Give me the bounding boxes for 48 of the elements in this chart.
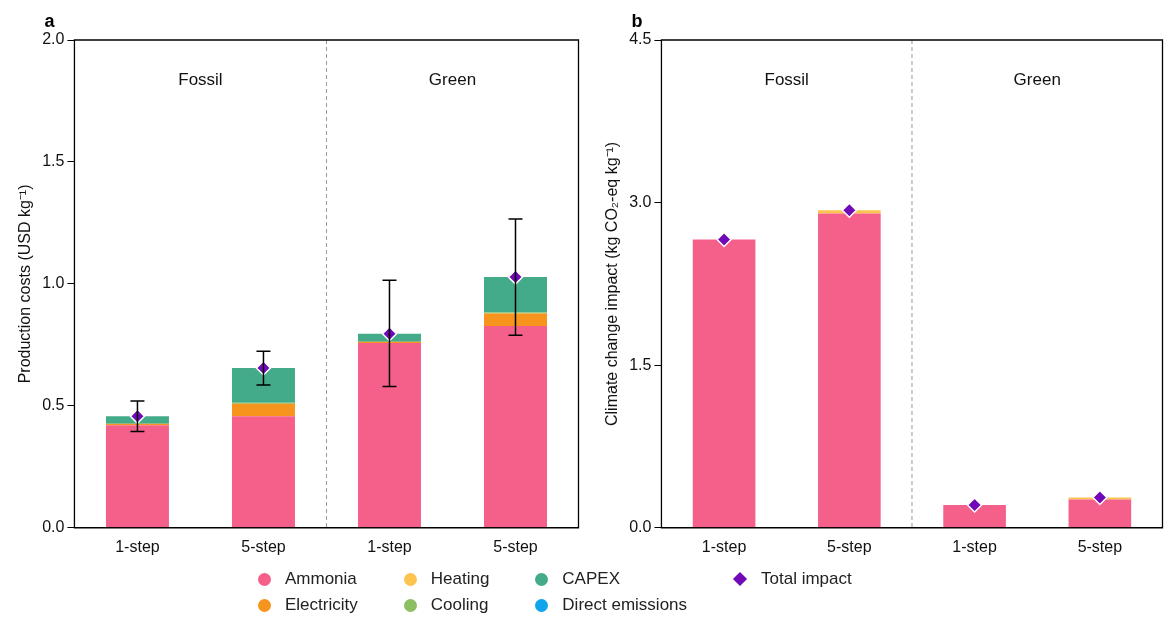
annotation: Fossil [764, 69, 809, 89]
annotation: Green [1013, 69, 1061, 89]
legend-label: Ammonia [285, 569, 357, 589]
bar [943, 505, 1006, 528]
y-axis-title: Climate change impact (kg CO₂-eq kg⁻¹) [603, 141, 621, 426]
bar [231, 416, 295, 528]
legend-label: Total impact [761, 569, 852, 589]
y-tick-label: 0.5 [42, 396, 65, 414]
point [966, 497, 983, 513]
y-axis-title: Production costs (USD kg⁻¹) [16, 184, 34, 384]
bar [105, 425, 169, 528]
chart-title: a [44, 10, 56, 31]
point [841, 202, 858, 218]
legend-label: Cooling [430, 595, 489, 615]
bar [1068, 499, 1132, 528]
bar [231, 403, 295, 417]
y-tick-label: 3.0 [629, 193, 652, 211]
y-tick-label: 1.5 [42, 152, 65, 170]
bar [483, 313, 547, 327]
legend-label: CAPEX [562, 569, 620, 589]
y-tick-label: 4.5 [629, 30, 652, 48]
y-tick-label: 1.5 [629, 355, 652, 373]
annotation: Fossil [178, 69, 223, 89]
bar [483, 326, 547, 528]
bar [357, 342, 421, 528]
y-tick-label: 0.0 [42, 518, 65, 536]
bar [231, 368, 295, 403]
bar [483, 277, 547, 313]
point [716, 231, 732, 248]
legend-label: Electricity [285, 595, 358, 615]
x-tick-label: 1-step [367, 537, 412, 555]
legend-label: Heating [430, 569, 490, 589]
x-tick-label: 5-step [241, 537, 286, 555]
annotation: Green [428, 69, 477, 89]
legend-label: Direct emissions [562, 595, 688, 615]
bar [692, 239, 756, 528]
y-tick-label: 2.0 [42, 30, 65, 48]
point [1092, 489, 1108, 506]
bar [818, 213, 881, 528]
x-tick-label: 5-step [1077, 537, 1123, 555]
x-tick-label: 1-step [115, 537, 160, 555]
x-tick-label: 5-step [493, 537, 538, 555]
chart-title: b [631, 10, 643, 31]
x-tick-label: 5-step [827, 537, 872, 555]
x-tick-label: 1-step [701, 537, 747, 555]
y-tick-label: 1.0 [42, 274, 65, 292]
x-tick-label: 1-step [952, 537, 997, 555]
y-tick-label: 0.0 [629, 518, 652, 536]
